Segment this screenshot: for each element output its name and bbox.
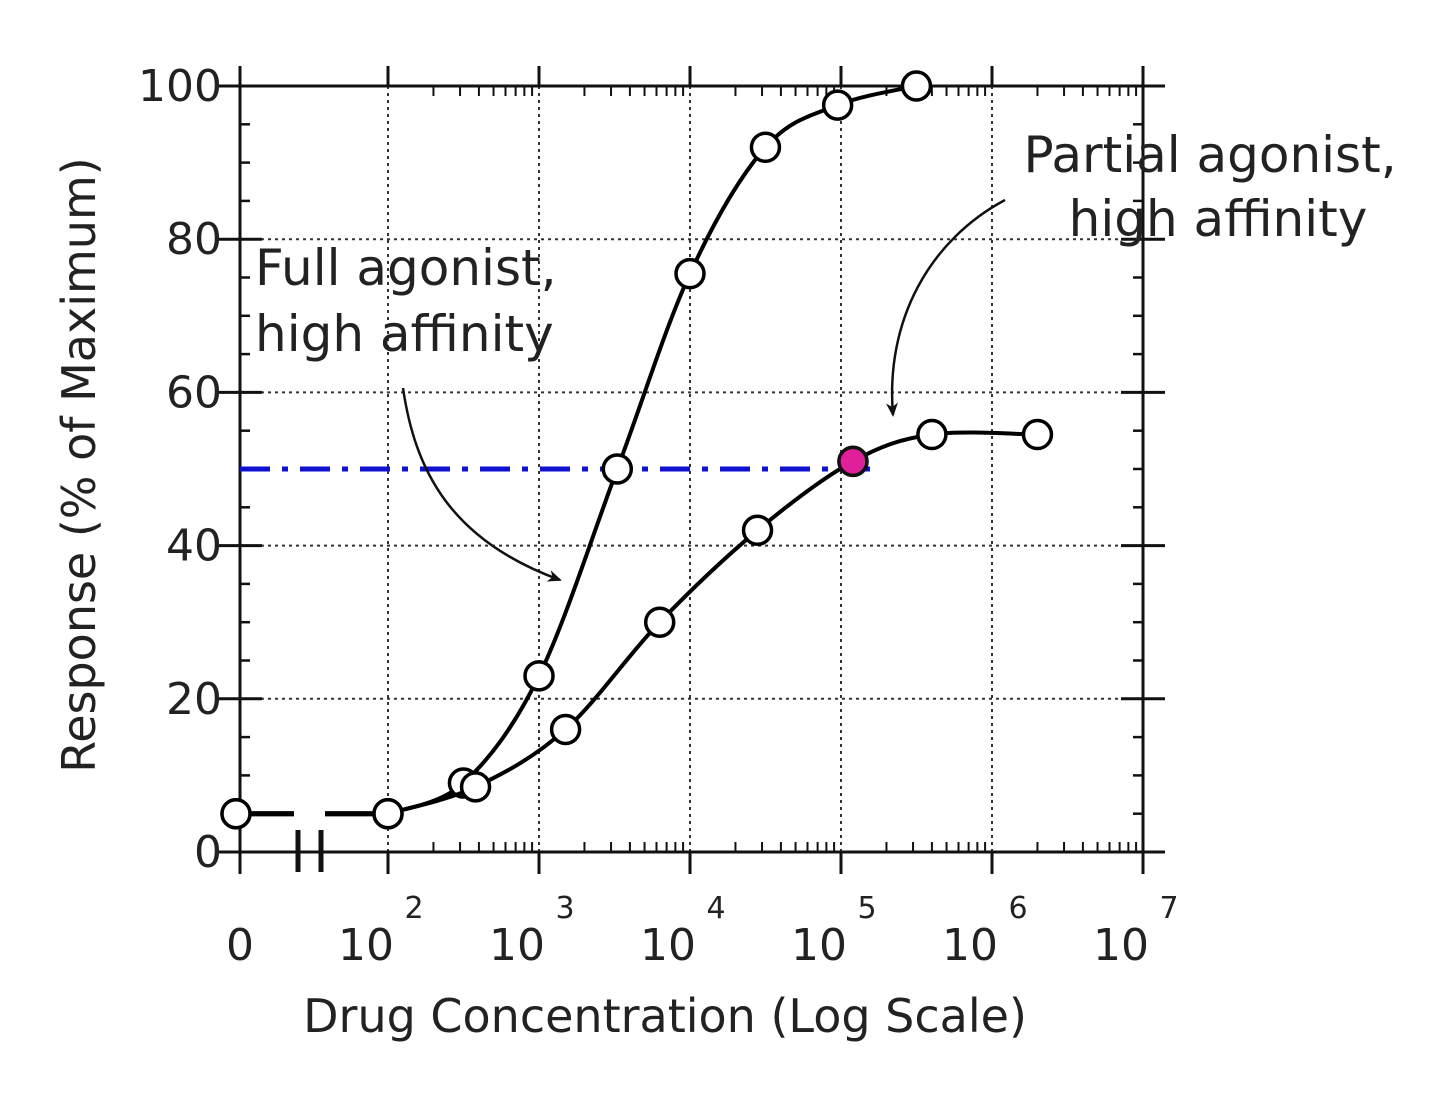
series-partial-point-3 bbox=[643, 606, 676, 638]
x-tick-label-exp-2: 2 bbox=[404, 891, 423, 926]
series-partial-point-0 bbox=[372, 797, 404, 830]
series-full-point-7 bbox=[900, 70, 933, 102]
x-tick-label-exp-3: 3 bbox=[555, 891, 574, 926]
highlight-point bbox=[837, 445, 869, 478]
series-full-point-5 bbox=[749, 131, 782, 164]
x-tick-label-exp-5: 5 bbox=[857, 891, 876, 926]
x-tick-label-base-5: 10 bbox=[791, 920, 847, 971]
annotation-partial-agonist: Partial agonist, high affinity bbox=[1023, 126, 1412, 248]
y-tick-label-20: 20 bbox=[166, 674, 222, 725]
y-tick-label-40: 40 bbox=[166, 521, 222, 572]
annotation-partial-line-1: Partial agonist, bbox=[1023, 126, 1396, 184]
x-tick-label-base-2: 10 bbox=[338, 920, 394, 971]
annotation-partial-arrow bbox=[886, 198, 1006, 417]
x-tick-label-exp-4: 4 bbox=[706, 891, 725, 926]
annotation-full-line-1: Full agonist, bbox=[255, 239, 557, 297]
series-full-point-2 bbox=[523, 660, 555, 692]
x-tick-label-base-6: 10 bbox=[942, 920, 998, 971]
annotation-partial-line-2: high affinity bbox=[1069, 190, 1368, 248]
series-full-point-3 bbox=[601, 453, 634, 485]
x-tick-label-exp-7: 7 bbox=[1159, 891, 1178, 926]
series-partial-point-7 bbox=[1021, 418, 1054, 451]
series-partial-point-1 bbox=[459, 771, 492, 803]
x-tick-label-0: 0 bbox=[226, 920, 254, 971]
y-tick-label-60: 60 bbox=[166, 367, 222, 418]
annotation-full-arrow bbox=[401, 387, 562, 582]
x-axis-label: Drug Concentration (Log Scale) bbox=[303, 989, 1027, 1043]
y-axis-label: Response (% of Maximum) bbox=[52, 157, 106, 772]
x-tick-label-base-4: 10 bbox=[640, 920, 696, 971]
series-layer bbox=[220, 70, 1054, 830]
series-full-point-4 bbox=[674, 257, 706, 290]
annotation-full-agonist: Full agonist, high affinity bbox=[255, 239, 572, 363]
series-partial-line bbox=[387, 430, 1038, 816]
series-partial-point-2 bbox=[549, 713, 582, 746]
labels-layer: Drug Concentration (Log Scale) Response … bbox=[52, 61, 1412, 1043]
x-tick-label-base-3: 10 bbox=[489, 920, 545, 971]
x-tick-label-base-7: 10 bbox=[1093, 920, 1149, 971]
series-full-line bbox=[387, 84, 917, 816]
series-full-point-6 bbox=[821, 89, 854, 121]
annotation-full-line-2: high affinity bbox=[255, 305, 554, 363]
axes bbox=[218, 66, 1165, 874]
y-tick-label-80: 80 bbox=[166, 214, 222, 265]
y-tick-label-0: 0 bbox=[194, 827, 222, 878]
series-partial-point-zero bbox=[220, 797, 252, 830]
series-partial-point-4 bbox=[741, 514, 774, 547]
x-tick-label-exp-6: 6 bbox=[1008, 891, 1027, 926]
grid bbox=[240, 86, 1143, 852]
series-partial-point-6 bbox=[916, 418, 948, 451]
y-tick-label-100: 100 bbox=[138, 61, 222, 112]
